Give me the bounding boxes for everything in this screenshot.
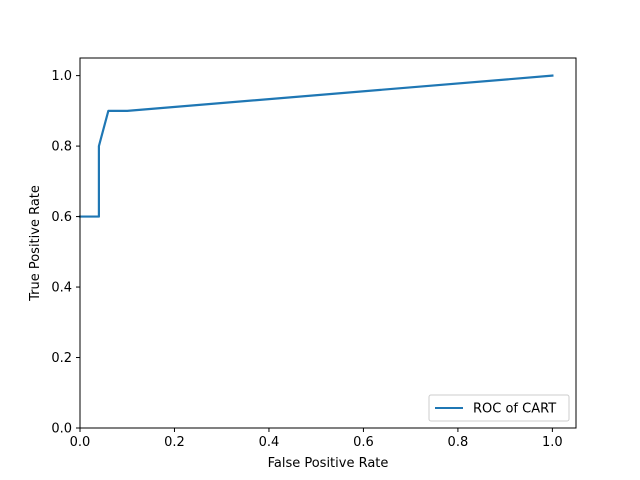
y-tick-label: 0.2 [51,351,72,366]
legend-label-roc-of-cart: ROC of CART [473,402,556,417]
data-point [107,110,109,112]
data-point [551,75,553,77]
legend: ROC of CART [428,394,570,422]
data-point [126,110,128,112]
series-line-0 [78,74,554,218]
y-axis-ticks: 0.0 0.2 0.4 0.6 0.8 1.0 [51,69,80,437]
x-axis-label: False Positive Rate [268,456,389,471]
legend-box [428,394,570,422]
x-tick-label: 1.0 [542,435,563,450]
y-tick-label: 0.4 [51,281,72,296]
y-tick-label: 0.6 [51,210,72,225]
y-tick-label: 0.8 [51,140,72,155]
x-tick-label: 0.4 [259,435,280,450]
x-tick-label: 0.0 [70,435,91,450]
plot-frame [79,57,577,429]
y-tick-label: 1.0 [51,69,72,84]
series-layer [78,74,554,218]
x-tick-label: 0.6 [353,435,374,450]
data-point [98,145,100,147]
x-tick-label: 0.8 [448,435,469,450]
data-point [98,216,100,218]
y-axis-label: True Positive Rate [28,185,43,302]
x-tick-label: 0.2 [164,435,185,450]
plot-area [80,58,576,428]
y-tick-label: 0.0 [51,422,72,437]
x-axis-ticks: 0.0 0.2 0.4 0.6 0.8 1.0 [70,428,563,450]
